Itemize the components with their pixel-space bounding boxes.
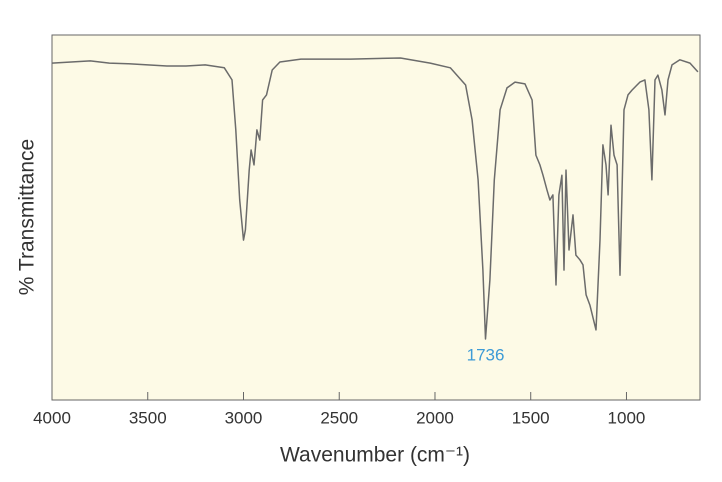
x-tick-label: 4000	[33, 408, 71, 427]
x-axis-label: Wavenumber (cm⁻¹)	[280, 444, 470, 467]
x-tick-label: 3500	[129, 408, 167, 427]
x-tick-label: 2000	[416, 408, 454, 427]
x-tick-label: 3000	[225, 408, 263, 427]
annotation: 1736	[467, 346, 505, 365]
x-tick-label: 2500	[320, 408, 358, 427]
y-axis-label: % Transmittance	[16, 139, 39, 295]
x-tick-label: 1000	[608, 408, 646, 427]
x-tick-label: 1500	[512, 408, 550, 427]
spectrum-line	[51, 57, 699, 340]
plot-area	[51, 34, 701, 401]
